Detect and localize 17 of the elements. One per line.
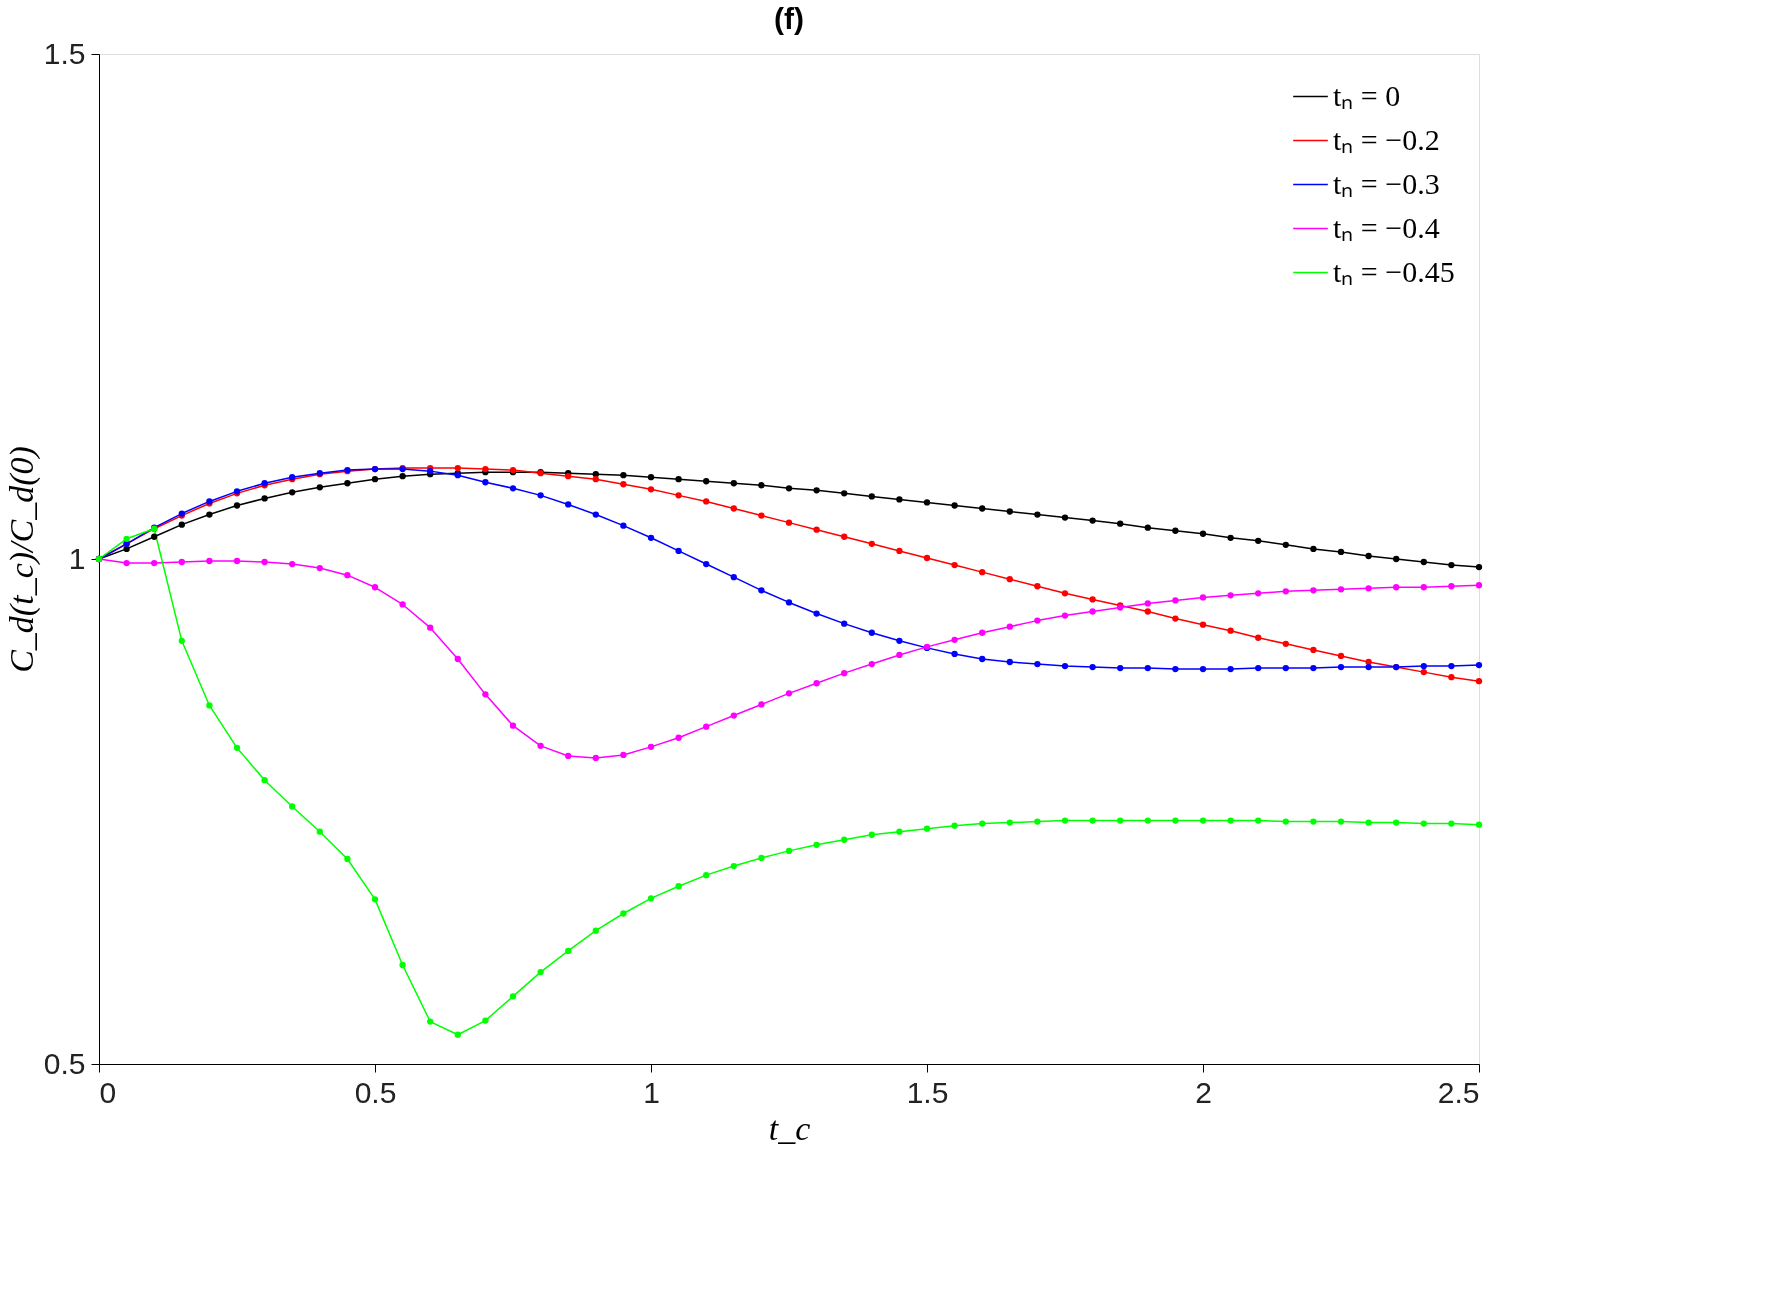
x-tick-label: 2.5 xyxy=(1437,1075,1480,1109)
x-tick-label: 0 xyxy=(99,1075,117,1109)
legend-label: tₙ = −0.45 xyxy=(1333,254,1455,288)
x-axis-title: t_c xyxy=(768,1109,811,1147)
x-tick-label: 0.5 xyxy=(354,1075,397,1109)
legend-label: tₙ = −0.3 xyxy=(1333,166,1440,200)
x-tick-label: 2 xyxy=(1195,1075,1212,1109)
chart-title: (f) xyxy=(774,2,804,35)
x-tick-label: 1.5 xyxy=(906,1075,949,1109)
y-tick-label: 1 xyxy=(68,541,86,575)
legend-label: tₙ = 0 xyxy=(1333,78,1401,112)
legend-label: tₙ = −0.4 xyxy=(1333,210,1440,244)
y-tick-label: 0.5 xyxy=(43,1046,86,1080)
legend-label: tₙ = −0.2 xyxy=(1333,122,1440,156)
x-tick-label: 1 xyxy=(643,1075,660,1109)
y-axis-title: C_d(t_c)/C_d(0) xyxy=(2,446,41,673)
y-tick-label: 1.5 xyxy=(43,36,86,70)
